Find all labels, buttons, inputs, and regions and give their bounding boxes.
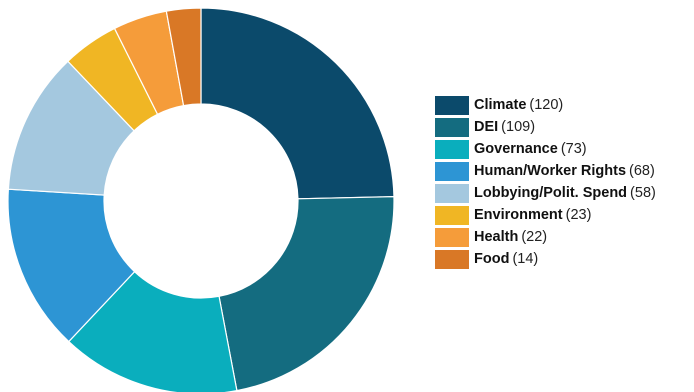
donut-slice-climate — [200, 7, 395, 200]
legend-item: Human/Worker Rights (68) — [435, 160, 694, 182]
legend-label: DEI — [474, 119, 499, 135]
legend-label: Lobbying/Polit. Spend — [474, 185, 628, 201]
legend: Climate (120) DEI (109) Governance (73) … — [435, 94, 694, 270]
legend-item: Food (14) — [435, 248, 694, 270]
legend-swatch — [435, 227, 469, 247]
legend-swatch — [435, 205, 469, 225]
legend-label: Human/Worker Rights — [474, 163, 627, 179]
legend-item: Lobbying/Polit. Spend (58) — [435, 182, 694, 204]
donut-slice-food — [165, 7, 202, 107]
donut-plot — [7, 7, 395, 392]
legend-item: Climate (120) — [435, 94, 694, 116]
legend-value: (58) — [630, 185, 656, 201]
donut-slice-dei — [218, 196, 395, 392]
legend-label: Climate — [474, 97, 527, 113]
legend-value: (23) — [565, 207, 592, 223]
legend-item: Governance (73) — [435, 138, 694, 160]
legend-swatch — [435, 249, 469, 269]
legend-label: Governance — [474, 141, 558, 157]
legend-value: (120) — [529, 97, 564, 113]
legend-swatch — [435, 95, 469, 115]
legend-label: Food — [474, 251, 510, 267]
legend-value: (109) — [501, 119, 536, 135]
legend-item: Health (22) — [435, 226, 694, 248]
legend-value: (73) — [560, 141, 587, 157]
legend-item: Environment (23) — [435, 204, 694, 226]
legend-value: (68) — [629, 163, 655, 179]
legend-label: Health — [474, 229, 519, 245]
legend-value: (14) — [512, 251, 539, 267]
legend-swatch — [435, 117, 469, 137]
legend-swatch — [435, 161, 469, 181]
legend-value: (22) — [521, 229, 548, 245]
legend-swatch — [435, 183, 469, 203]
legend-swatch — [435, 139, 469, 159]
legend-label: Environment — [474, 207, 563, 223]
legend-item: DEI (109) — [435, 116, 694, 138]
